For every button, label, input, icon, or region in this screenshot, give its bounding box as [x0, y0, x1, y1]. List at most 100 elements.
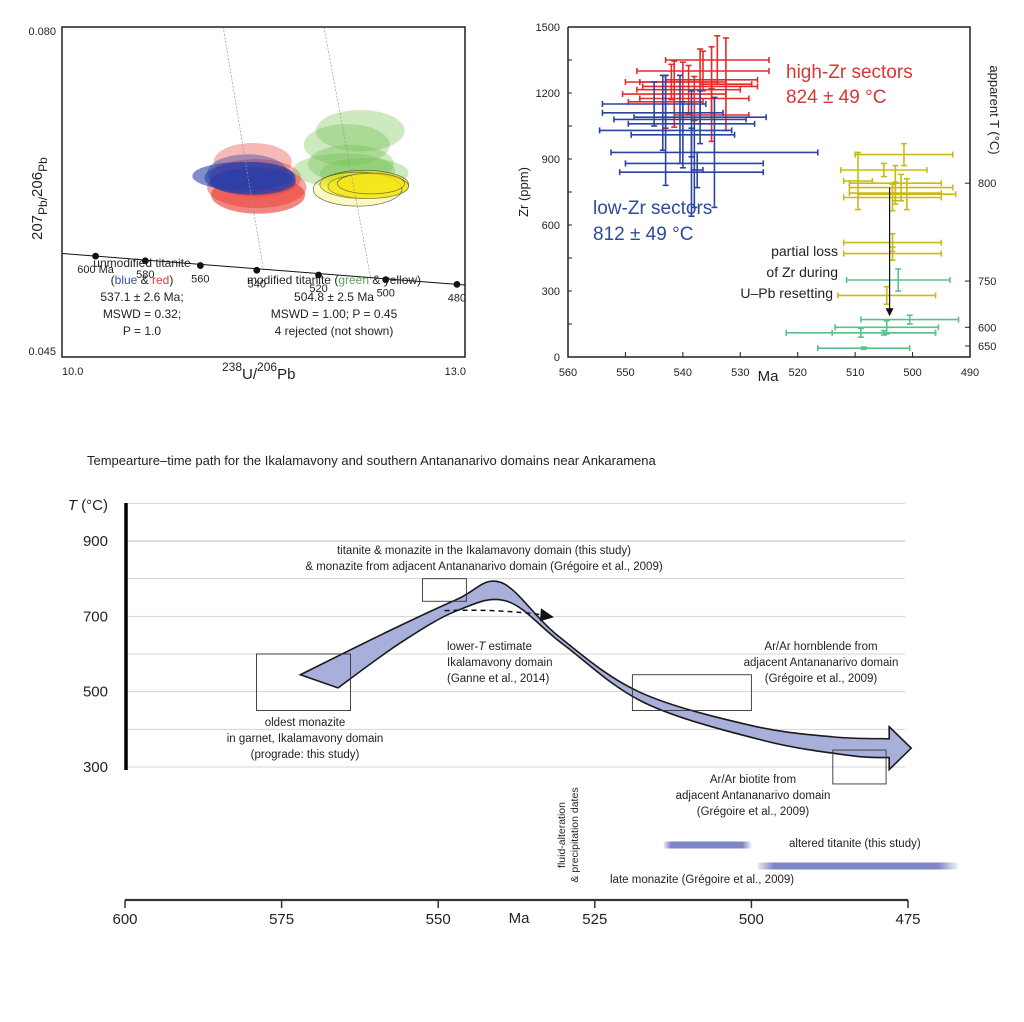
low-zr-label: low-Zr sectors — [593, 198, 712, 219]
concordia-line — [61, 252, 466, 286]
error-bar-point — [839, 162, 928, 178]
x-label-part: Pb — [277, 366, 295, 383]
x-tick-label: 490 — [961, 367, 979, 379]
blue-word: blue — [115, 273, 138, 287]
error-bar-point — [610, 96, 819, 209]
error-bar-point — [848, 173, 954, 202]
loss-label-line: U–Pb resetting — [740, 285, 833, 301]
x-tick-label: 520 — [789, 367, 807, 379]
y2-tick-label: 800 — [978, 178, 996, 190]
y-tick-labels: 900 700 500 300 — [83, 533, 108, 776]
error-bar-point — [624, 63, 719, 101]
age-tick-label: 580 — [136, 269, 154, 281]
plot-frame — [61, 26, 466, 358]
oldest-monazite-label: (prograde: this study) — [251, 749, 360, 761]
biotite-label: (Grégoire et al., 2009) — [697, 806, 810, 818]
x-label-sup: 206 — [257, 360, 277, 374]
constraint-box-hornblende — [631, 674, 752, 711]
error-bar-point — [842, 183, 943, 212]
y-axis-label: 207Pb/206Pb — [29, 157, 50, 240]
annotation-line: 504.8 ± 2.5 Ma — [294, 290, 374, 304]
high-zr-temp: 824 ± 49 °C — [786, 87, 886, 108]
lower-t-part: lower- — [447, 641, 478, 653]
x-axis-label: Ma — [509, 910, 530, 927]
constraint-box-oldest-monazite — [256, 653, 351, 711]
x-axis-label: 238U/206Pb — [222, 360, 295, 383]
arrow-head-icon — [539, 608, 554, 622]
high-zr-label: high-Zr sectors — [786, 62, 913, 83]
series-yellow-modified-high- — [839, 142, 957, 212]
error-bar-point — [673, 87, 750, 143]
y-axis-label: Zr (ppm) — [516, 167, 531, 217]
loss-label-line: partial loss — [771, 243, 838, 259]
y-label-italic: T — [68, 497, 79, 514]
oldest-monazite-label: oldest monazite — [265, 717, 346, 729]
series-yellow-modified-low- — [837, 233, 943, 306]
error-bar-point — [842, 246, 943, 262]
hornblende-label: Ar/Ar hornblende from — [764, 641, 877, 653]
late-monazite-label: late monazite (Grégoire et al., 2009) — [610, 874, 794, 886]
hornblende-label: adjacent Antananarivo domain — [744, 657, 899, 669]
concordia-panel: 600 Ma 580 560 540 520 500 480 0.080 0.045 10.… — [28, 26, 466, 383]
lower-t-label: Ikalamavony domain — [447, 657, 552, 669]
unmodified-annotation: unmodified titanite (blue & red) 537.1 ±… — [93, 256, 191, 338]
y-axis-label: T (°C) — [68, 497, 108, 514]
y2-tick-label: 650 — [978, 341, 996, 353]
x-tick-label: 560 — [559, 367, 577, 379]
error-bar-point — [837, 285, 937, 306]
age-tick-marker — [253, 266, 261, 274]
annotation-line: MSWD = 0.32; — [103, 307, 181, 321]
y-tick-label: 900 — [542, 154, 560, 166]
lower-t-label: (Ganne et al., 2014) — [447, 673, 549, 685]
series-green-modified- — [785, 268, 960, 352]
y2-tick-label: 600 — [978, 322, 996, 334]
error-bar-point — [690, 151, 704, 189]
annotation-line: P = 1.0 — [123, 324, 161, 338]
lower-t-italic: T — [478, 641, 486, 653]
range-bar — [663, 841, 752, 849]
paren: ) — [169, 273, 173, 287]
y-tick-label: 1200 — [536, 88, 560, 100]
y-label-sup: 207 — [29, 215, 46, 240]
error-bar-point — [613, 74, 747, 165]
error-bar-point — [860, 314, 960, 325]
error-bar-point — [848, 181, 943, 205]
constraint-box-biotite — [832, 749, 887, 785]
error-bars — [598, 34, 960, 352]
x-tick-label: 550 — [426, 911, 451, 928]
y-tick-label: 1500 — [536, 22, 560, 34]
age-tick-marker — [92, 252, 99, 260]
constraint-box-peak — [422, 578, 467, 602]
modified-annotation: modified titanite (green & yellow) 504.8… — [247, 273, 421, 338]
annotation-line: MSWD = 1.00; P = 0.45 — [271, 307, 398, 321]
paren: ( — [111, 273, 115, 287]
annotation-part: modified titanite ( — [247, 273, 338, 287]
axes: 560 550 540 530 520 510 500 490 0 300 600 900 1200 15… — [536, 22, 997, 379]
y-tick-label: 500 — [83, 684, 108, 701]
x-tick-label: 475 — [895, 911, 920, 928]
arrow-head-icon — [885, 308, 894, 317]
age-tick-label: 540 — [248, 278, 266, 290]
y-label-rest: (°C) — [77, 497, 108, 514]
peak-label: & monazite from adjacent Antananarivo do… — [305, 561, 663, 573]
x-tick-label: 550 — [616, 367, 634, 379]
annotation-part: & yellow) — [369, 273, 421, 287]
error-bar-point — [598, 74, 733, 187]
altered-titanite-label: altered titanite (this study) — [789, 838, 921, 850]
t-t-path-panel: Tempearture–time path for the Ikalamavon… — [68, 453, 959, 928]
ampersand: & — [137, 273, 152, 287]
biotite-label: Ar/Ar biotite from — [710, 774, 796, 786]
age-tick-label: 520 — [309, 283, 327, 295]
lower-t-part: estimate — [485, 641, 532, 653]
error-bar-point — [636, 64, 742, 115]
age-tick-label: 600 Ma — [77, 264, 115, 276]
error-bar-point — [630, 101, 736, 169]
x-tick-label: 10.0 — [62, 366, 83, 378]
discordia-lines — [222, 26, 372, 280]
range-bar — [757, 862, 959, 870]
green-word: green — [338, 273, 369, 287]
age-tick-marker — [196, 262, 204, 269]
path-labels: titanite & monazite in the Ikalamavony d… — [227, 545, 921, 886]
gridlines — [127, 502, 905, 768]
